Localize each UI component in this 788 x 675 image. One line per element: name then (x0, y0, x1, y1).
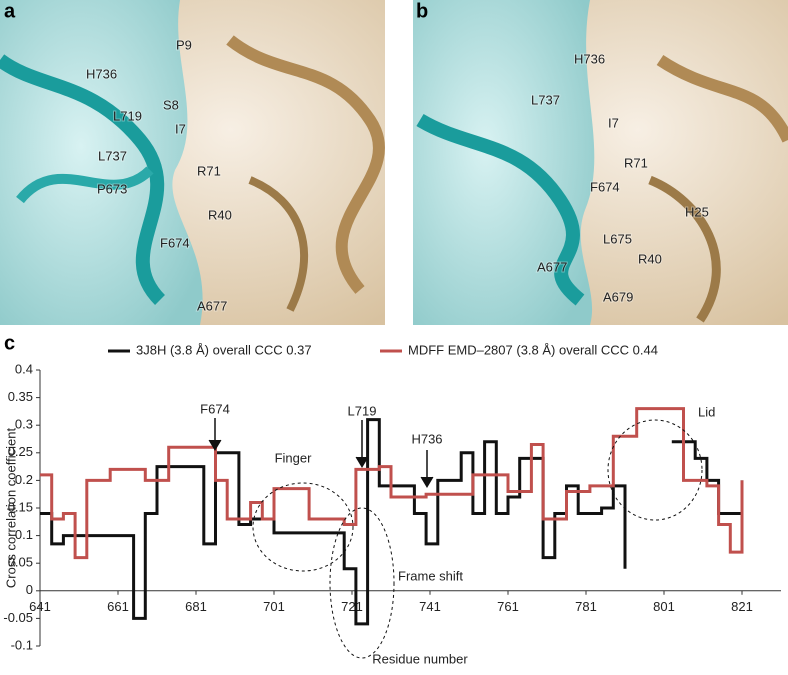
series-line (40, 407, 744, 560)
residue-label: L675 (603, 231, 632, 246)
annotation: F674 (200, 401, 230, 416)
x-tick-label: 821 (731, 599, 753, 614)
annotation: Finger (275, 450, 313, 465)
panel-label: c (4, 332, 15, 354)
panel-label: b (416, 0, 428, 22)
y-tick-label: 0.2 (15, 472, 33, 487)
legend-label: 3J8H (3.8 Å) overall CCC 0.37 (136, 342, 312, 357)
x-tick-label: 701 (263, 599, 285, 614)
x-tick-label: 641 (29, 599, 51, 614)
annotation: Lid (698, 404, 715, 419)
residue-label: S8 (163, 97, 179, 112)
residue-label: L737 (98, 148, 127, 163)
annotation: Frame shift (398, 568, 463, 583)
residue-label: F674 (590, 179, 620, 194)
residue-label: H736 (86, 66, 117, 81)
annotation: H736 (411, 431, 442, 446)
y-axis-title: Cross correlation coefficient (3, 428, 18, 589)
x-tick-label: 781 (575, 599, 597, 614)
residue-label: P673 (97, 181, 127, 196)
y-tick-label: 0.25 (8, 444, 33, 459)
residue-label: A677 (537, 259, 567, 274)
series-line (40, 418, 744, 626)
residue-label: H736 (574, 51, 605, 66)
panel-a-image (0, 0, 385, 325)
x-tick-label: 661 (107, 599, 129, 614)
residue-label: I7 (608, 115, 619, 130)
y-tick-label: 0 (26, 582, 33, 597)
residue-label: I7 (175, 121, 186, 136)
y-tick-label: -0.05 (3, 610, 33, 625)
residue-label: R40 (208, 207, 232, 222)
plot: -0.1 -0.05 0 0.05 0.1 0.15 0.2 0.25 0.3 0.35 0.4 64… (3, 361, 781, 652)
legend-label: MDFF EMD–2807 (3.8 Å) overall CCC 0.44 (408, 342, 658, 357)
residue-label: L737 (531, 92, 560, 107)
residue-label: R71 (624, 155, 648, 170)
residue-label: L719 (113, 108, 142, 123)
x-tick-label: 761 (497, 599, 519, 614)
y-tick-label: 0.4 (15, 361, 33, 376)
annotation-shapes (208, 418, 703, 659)
annotation: L719 (348, 403, 377, 418)
residue-label: P9 (176, 37, 192, 52)
y-tick-label: 0.1 (15, 527, 33, 542)
residue-label: F674 (160, 235, 190, 250)
residue-label: R40 (638, 251, 662, 266)
y-tick-label: -0.1 (11, 637, 33, 652)
residue-label: H25 (685, 204, 709, 219)
x-tick-label: 801 (653, 599, 675, 614)
residue-label: A677 (197, 298, 227, 313)
y-tick-label: 0.15 (8, 499, 33, 514)
panel-b-image (413, 0, 788, 325)
y-tick-label: 0.05 (8, 555, 33, 570)
y-tick-label: 0.3 (15, 417, 33, 432)
x-axis-title: Residue number (372, 651, 468, 666)
panel-label: a (4, 0, 16, 22)
x-tick-label: 741 (419, 599, 441, 614)
residue-label: A679 (603, 289, 633, 304)
x-tick-label: 681 (185, 599, 207, 614)
x-tick-label: 721 (341, 599, 363, 614)
y-tick-label: 0.35 (8, 389, 33, 404)
residue-label: R71 (197, 163, 221, 178)
